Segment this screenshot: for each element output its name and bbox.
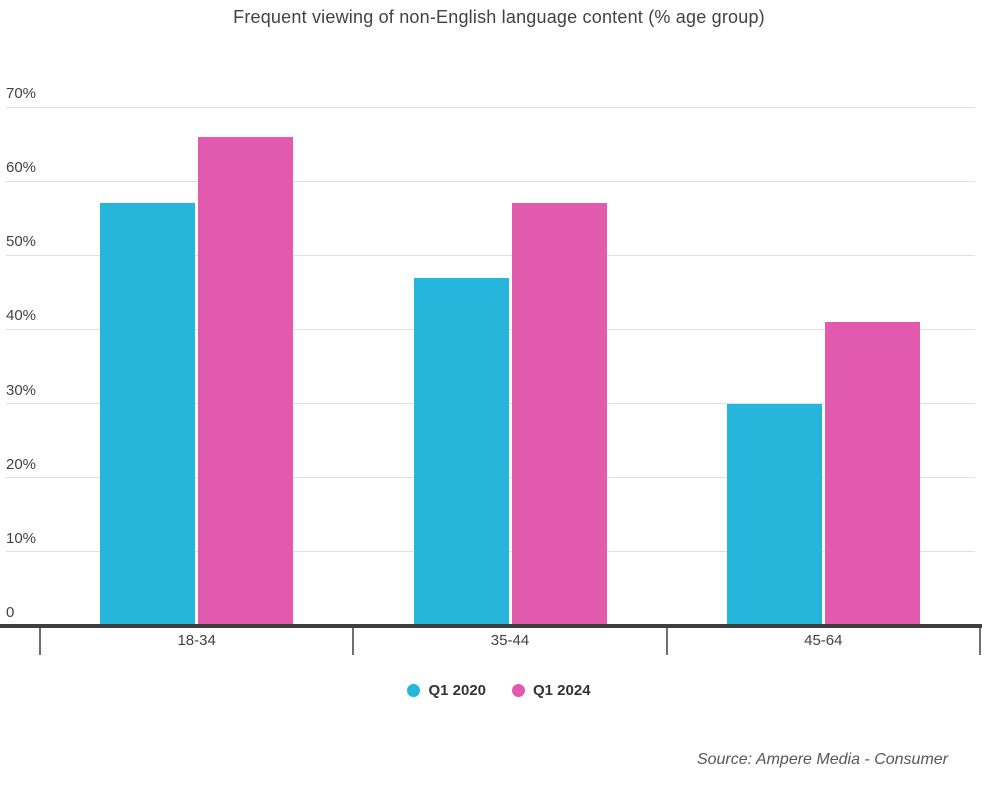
legend-swatch-q1-2024-icon — [512, 684, 525, 697]
legend-item-q1-2020: Q1 2020 — [407, 682, 486, 699]
legend-swatch-q1-2020-icon — [407, 684, 421, 697]
bar-q1-2020-18-34 — [100, 203, 196, 626]
bar-q1-2024-35-44 — [511, 203, 607, 626]
gridline-50 — [6, 254, 975, 256]
gridline-60 — [6, 180, 975, 182]
bar-q1-2024-18-34 — [198, 136, 294, 626]
category-label-18-34: 18-34 — [177, 632, 216, 649]
y-tick-label-0: 0 — [6, 604, 15, 621]
category-label-35-44: 35-44 — [490, 632, 530, 649]
bar-q1-2020-35-44 — [413, 277, 509, 626]
y-tick-label-70: 70% — [6, 85, 37, 102]
y-tick-label-50: 50% — [6, 233, 37, 251]
legend: Q1 2020 Q1 2024 — [0, 682, 998, 699]
bar-q1-2024-45-64 — [824, 322, 920, 626]
legend-label-q1-2020: Q1 2020 — [428, 682, 486, 699]
y-tick-label-40: 40% — [6, 307, 37, 325]
y-tick-label-20: 20% — [6, 455, 37, 473]
chart-title: Frequent viewing of non-English language… — [233, 7, 765, 27]
legend-label-q1-2024: Q1 2024 — [533, 682, 591, 699]
x-axis-tick-2 — [665, 628, 668, 655]
x-axis-tick-3 — [979, 628, 981, 655]
x-axis-line — [0, 624, 982, 628]
y-tick-label-30: 30% — [6, 381, 37, 399]
source-note: Source: Ampere Media - Consumer — [696, 751, 948, 768]
gridline-70 — [6, 106, 975, 108]
x-axis-tick-0 — [39, 628, 41, 655]
category-label-45-64: 45-64 — [804, 632, 843, 649]
y-tick-label-60: 60% — [6, 159, 37, 177]
x-axis-tick-1 — [352, 628, 355, 655]
bar-q1-2020-45-64 — [726, 403, 822, 626]
y-tick-label-10: 10% — [6, 529, 37, 547]
legend-item-q1-2024: Q1 2024 — [512, 682, 591, 699]
